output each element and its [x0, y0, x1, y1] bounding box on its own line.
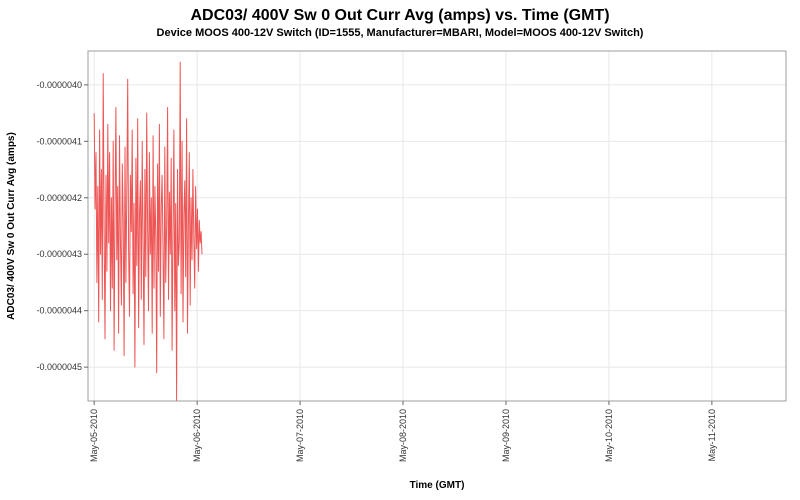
- series-line: [93, 61, 203, 401]
- y-tick-label: -0.0000044: [36, 306, 82, 316]
- time-series-plot: May-05-2010 May-06-2010 May-07-2010 May-08-…: [6, 50, 787, 491]
- x-tick-label: May-08-2010: [398, 409, 408, 462]
- plot-background: [88, 51, 786, 401]
- y-tick-label: -0.0000041: [36, 136, 82, 146]
- chart-title: ADC03/ 400V Sw 0 Out Curr Avg (amps) vs.…: [190, 7, 610, 24]
- y-tick-label: -0.0000045: [36, 362, 82, 372]
- x-tick-label: May-09-2010: [501, 409, 511, 462]
- plot-border: [87, 50, 787, 402]
- x-axis-label: Time (GMT): [410, 480, 465, 491]
- y-tick-label: -0.0000042: [36, 193, 82, 203]
- x-tick-label: May-06-2010: [192, 409, 202, 462]
- y-axis-label: ADC03/ 400V Sw 0 Out Curr Avg (amps): [6, 132, 17, 320]
- x-tick-label: May-11-2010: [707, 409, 717, 461]
- x-tick-label: May-10-2010: [604, 409, 614, 462]
- y-tick-label: -0.0000040: [36, 80, 82, 90]
- x-tick-label: May-05-2010: [89, 409, 99, 462]
- x-tick-label: May-07-2010: [295, 409, 305, 462]
- chart-subtitle: Device MOOS 400-12V Switch (ID=1555, Man…: [156, 27, 644, 39]
- y-tick-label: -0.0000043: [36, 249, 82, 259]
